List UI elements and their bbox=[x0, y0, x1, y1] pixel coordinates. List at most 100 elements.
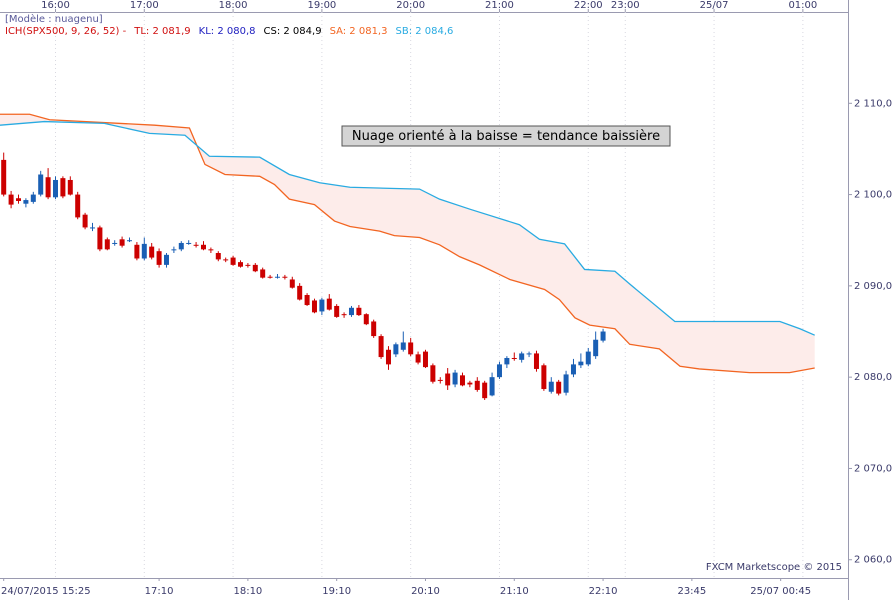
candle-body bbox=[452, 372, 458, 385]
x-tick-label: 19:10 bbox=[322, 586, 351, 597]
candle-body bbox=[474, 380, 480, 390]
x-tick-label: 21:00 bbox=[485, 0, 514, 11]
y-tick-label: 2 100,0 bbox=[854, 190, 892, 201]
candle-body bbox=[82, 214, 88, 228]
candle-body bbox=[230, 257, 236, 265]
x-tick-label: 25/07 bbox=[700, 0, 729, 11]
cloud-fill bbox=[0, 114, 815, 373]
candle-body bbox=[459, 375, 465, 386]
candle-body bbox=[297, 285, 303, 300]
model-label: [Modèle : nuagenu] bbox=[5, 13, 103, 25]
candle-body bbox=[541, 365, 547, 390]
candle-body bbox=[348, 307, 354, 316]
candle-body bbox=[341, 314, 347, 316]
candle-body bbox=[267, 276, 273, 278]
candle-body bbox=[482, 382, 488, 399]
candle-body bbox=[282, 276, 288, 278]
candle-body bbox=[393, 344, 399, 355]
candle-body bbox=[178, 242, 184, 250]
candle-body bbox=[45, 177, 51, 198]
x-tick-label: 23:45 bbox=[677, 586, 706, 597]
candle-body bbox=[149, 246, 155, 258]
candle-body bbox=[112, 242, 118, 244]
candle-body bbox=[363, 314, 369, 325]
candle-body bbox=[378, 336, 384, 358]
candle-body bbox=[119, 239, 125, 246]
y-tick-label: 2 110,0 bbox=[854, 98, 892, 109]
candle-body bbox=[252, 264, 258, 272]
candle-body bbox=[208, 249, 214, 251]
candle-body bbox=[415, 354, 421, 363]
x-tick-label: 01:00 bbox=[788, 0, 817, 11]
candle-body bbox=[556, 381, 562, 394]
candle-body bbox=[134, 244, 140, 259]
candle-body bbox=[400, 342, 406, 350]
candle-body bbox=[289, 279, 295, 288]
x-tick-label: 22:00 bbox=[574, 0, 603, 11]
candle-body bbox=[67, 179, 73, 195]
candle-body bbox=[356, 307, 362, 316]
candle-body bbox=[570, 364, 576, 375]
candle-body bbox=[600, 331, 606, 341]
y-tick-label: 2 080,0 bbox=[854, 372, 892, 383]
candle-body bbox=[511, 357, 517, 359]
candle-body bbox=[23, 200, 29, 204]
candle-body bbox=[533, 353, 539, 369]
legend-entry: SA: 2 081,3 bbox=[330, 26, 388, 37]
candle-body bbox=[163, 254, 169, 265]
y-tick-label: 2 060,0 bbox=[854, 555, 892, 566]
candle-body bbox=[422, 351, 428, 368]
y-tick-label: 2 090,0 bbox=[854, 281, 892, 292]
candle-body bbox=[311, 300, 317, 313]
annotation: Nuage orienté à la baisse = tendance bai… bbox=[352, 129, 660, 144]
candle-body bbox=[15, 198, 21, 201]
cloud-line bbox=[0, 120, 815, 336]
x-tick-label: 17:10 bbox=[145, 586, 174, 597]
candle-body bbox=[304, 295, 310, 306]
candle-body bbox=[260, 269, 266, 278]
candle-body bbox=[193, 244, 199, 246]
x-tick-label: 18:10 bbox=[233, 586, 262, 597]
candle-body bbox=[467, 382, 473, 385]
candle-body bbox=[489, 377, 495, 396]
candle-body bbox=[60, 178, 66, 197]
candle-body bbox=[75, 194, 81, 218]
candle-body bbox=[186, 242, 192, 244]
candle-body bbox=[223, 259, 229, 261]
x-tick-label: 22:10 bbox=[589, 586, 618, 597]
candle-body bbox=[237, 262, 243, 267]
x-tick-label: 16:00 bbox=[41, 0, 70, 11]
x-tick-label: 21:10 bbox=[500, 586, 529, 597]
candle-body bbox=[593, 339, 599, 357]
candle-body bbox=[8, 194, 14, 205]
candle-body bbox=[38, 174, 44, 195]
candle-body bbox=[52, 179, 58, 198]
candle-body bbox=[171, 249, 177, 251]
x-tick-label: 20:00 bbox=[396, 0, 425, 11]
candle-body bbox=[548, 381, 554, 392]
x-tick-label: 24/07/2015 15:25 bbox=[1, 586, 91, 597]
candle-body bbox=[578, 361, 584, 366]
candle-body bbox=[437, 379, 443, 381]
candle-body bbox=[430, 365, 436, 382]
legend-entry: CS: 2 084,9 bbox=[264, 26, 322, 37]
annotation-box bbox=[341, 125, 671, 147]
candle-body bbox=[563, 374, 569, 393]
candle-body bbox=[408, 342, 414, 355]
watermark: FXCM Marketscope © 2015 bbox=[706, 562, 842, 573]
candle-body bbox=[385, 349, 391, 365]
indicator-label: ICH(SPX500, 9, 26, 52) - bbox=[5, 26, 127, 37]
candle-body bbox=[496, 364, 502, 378]
x-tick-label: 20:10 bbox=[411, 586, 440, 597]
candle-body bbox=[274, 276, 280, 278]
candle-body bbox=[326, 298, 332, 310]
candle-body bbox=[334, 305, 340, 317]
y-tick-label: 2 070,0 bbox=[854, 463, 892, 474]
candle-body bbox=[104, 239, 110, 250]
candle-body bbox=[519, 353, 525, 360]
candle-body bbox=[200, 244, 206, 250]
candle-body bbox=[97, 227, 103, 250]
candle-body bbox=[1, 159, 7, 195]
candle-body bbox=[371, 321, 377, 337]
candle-body bbox=[141, 243, 147, 259]
